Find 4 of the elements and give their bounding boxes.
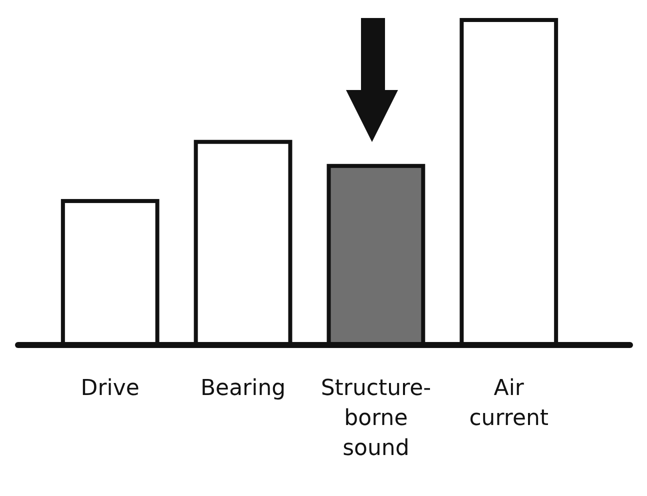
x-tick-label: Bearing (200, 376, 286, 401)
x-tick-label: Drive (80, 376, 140, 401)
x-tick-label: Structure- borne sound (320, 376, 432, 461)
x-tick-label: Air current (469, 376, 549, 431)
